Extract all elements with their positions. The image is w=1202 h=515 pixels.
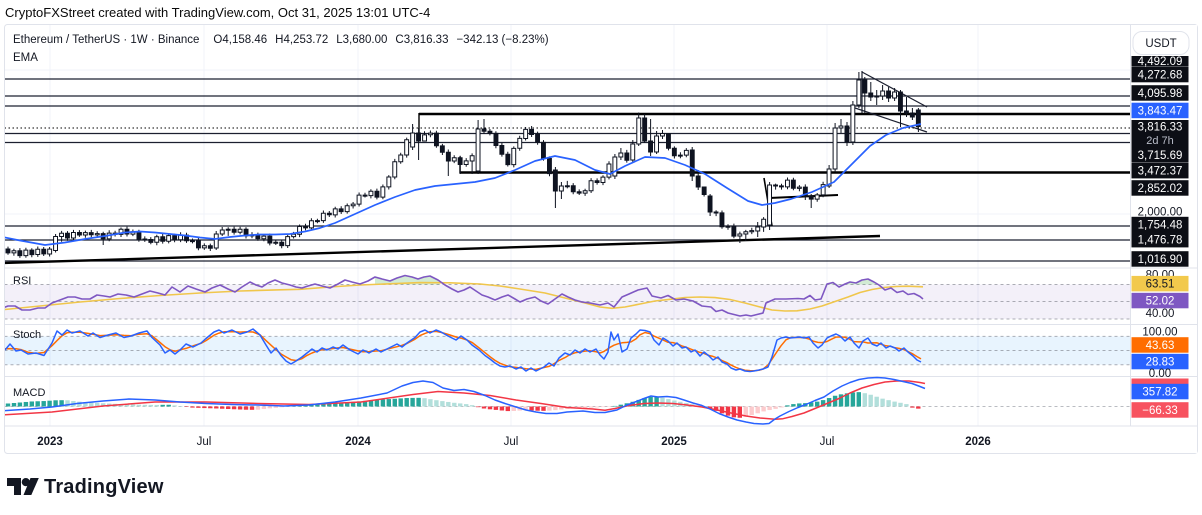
svg-text:3,816.33: 3,816.33 — [1138, 122, 1183, 134]
svg-text:2023: 2023 — [37, 436, 63, 448]
svg-text:1,476.78: 1,476.78 — [1138, 235, 1183, 247]
svg-text:MACD: MACD — [13, 387, 45, 399]
svg-text:4,492.09: 4,492.09 — [1138, 56, 1183, 68]
svg-text:40.00: 40.00 — [1146, 308, 1175, 320]
svg-text:28.83: 28.83 — [1146, 357, 1175, 369]
svg-text:3,843.47: 3,843.47 — [1138, 105, 1183, 117]
svg-text:Stoch: Stoch — [13, 329, 41, 341]
svg-text:0.00: 0.00 — [1149, 368, 1171, 380]
svg-text:EMA: EMA — [13, 52, 38, 64]
svg-text:4,095.98: 4,095.98 — [1138, 88, 1183, 100]
svg-text:100.00: 100.00 — [1142, 327, 1177, 339]
svg-text:3,472.37: 3,472.37 — [1138, 166, 1183, 178]
svg-text:43.63: 43.63 — [1146, 340, 1175, 352]
svg-text:2025: 2025 — [661, 436, 687, 448]
svg-text:2d 7h: 2d 7h — [1146, 135, 1174, 147]
svg-text:1,754.48: 1,754.48 — [1138, 220, 1183, 232]
svg-text:4,272.68: 4,272.68 — [1138, 70, 1183, 82]
svg-text:−66.33: −66.33 — [1142, 405, 1178, 417]
svg-text:Ethereum / TetherUS · 1W · Bin: Ethereum / TetherUS · 1W · Binance O4,158… — [13, 34, 549, 46]
svg-text:CryptoFXStreet created with Tr: CryptoFXStreet created with TradingView.… — [5, 5, 430, 20]
svg-text:2026: 2026 — [965, 436, 991, 448]
svg-text:1,016.90: 1,016.90 — [1138, 254, 1183, 266]
svg-text:357.82: 357.82 — [1142, 387, 1177, 399]
svg-text:63.51: 63.51 — [1146, 279, 1175, 291]
svg-text:52.02: 52.02 — [1146, 296, 1175, 308]
svg-text:3,715.69: 3,715.69 — [1138, 150, 1183, 162]
svg-text:Jul: Jul — [504, 436, 519, 448]
svg-text:2,000.00: 2,000.00 — [1138, 207, 1183, 219]
svg-text:RSI: RSI — [13, 275, 31, 287]
svg-text:Jul: Jul — [820, 436, 835, 448]
svg-text:TradingView: TradingView — [44, 476, 164, 498]
svg-text:2,852.02: 2,852.02 — [1138, 183, 1183, 195]
svg-text:2024: 2024 — [345, 436, 371, 448]
svg-text:Jul: Jul — [197, 436, 212, 448]
svg-text:USDT: USDT — [1145, 38, 1176, 50]
